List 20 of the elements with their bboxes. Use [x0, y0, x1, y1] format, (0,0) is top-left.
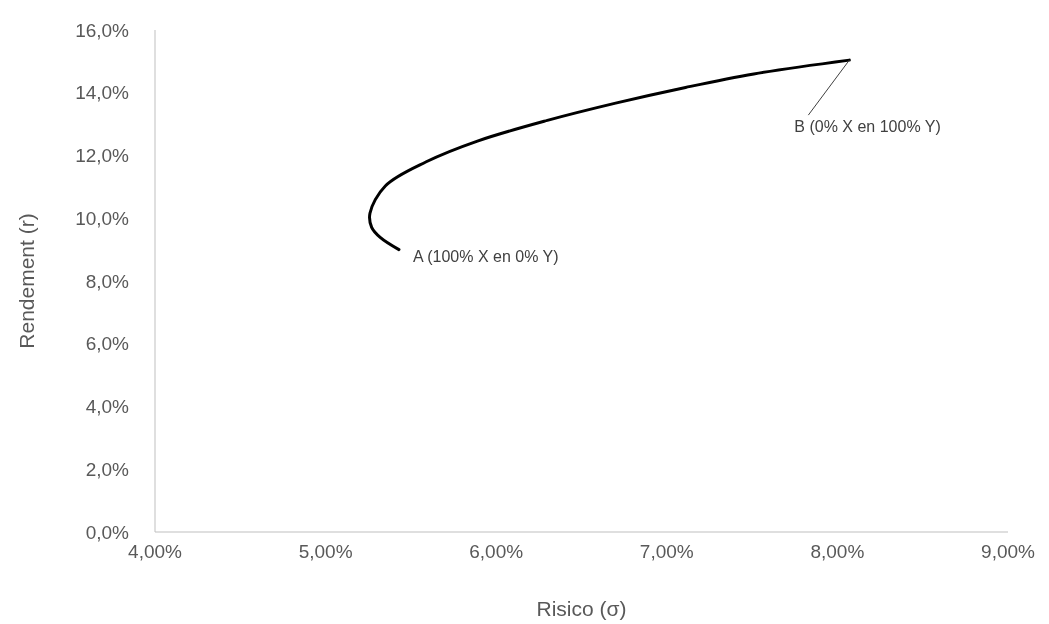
- y-tick-label: 8,0%: [85, 270, 130, 292]
- x-axis-title: Risico (σ): [536, 597, 627, 620]
- y-tick-label: 0,0%: [85, 521, 130, 543]
- y-tick-label: 16,0%: [75, 19, 130, 41]
- annotation: A (100% X en 0% Y): [412, 247, 559, 265]
- y-tick-label: 6,0%: [85, 333, 130, 355]
- line-series: [368, 58, 851, 252]
- y-tick-label: 2,0%: [85, 458, 130, 480]
- y-tick-label: 14,0%: [75, 82, 130, 104]
- y-tick-label: 4,0%: [85, 396, 130, 418]
- x-tick-label: 4,00%: [128, 541, 183, 562]
- x-tick-label: 5,00%: [298, 541, 353, 562]
- x-tick-label: 6,00%: [469, 541, 524, 562]
- x-tick-label: 9,00%: [981, 541, 1036, 562]
- annotation: B (0% X en 100% Y): [794, 118, 941, 136]
- y-tick-label: 10,0%: [75, 207, 130, 229]
- x-tick-label: 8,00%: [810, 541, 865, 562]
- y-axis-title: Rendement (r): [15, 213, 38, 349]
- y-tick-label: 12,0%: [75, 145, 130, 167]
- x-tick-label: 7,00%: [639, 541, 694, 562]
